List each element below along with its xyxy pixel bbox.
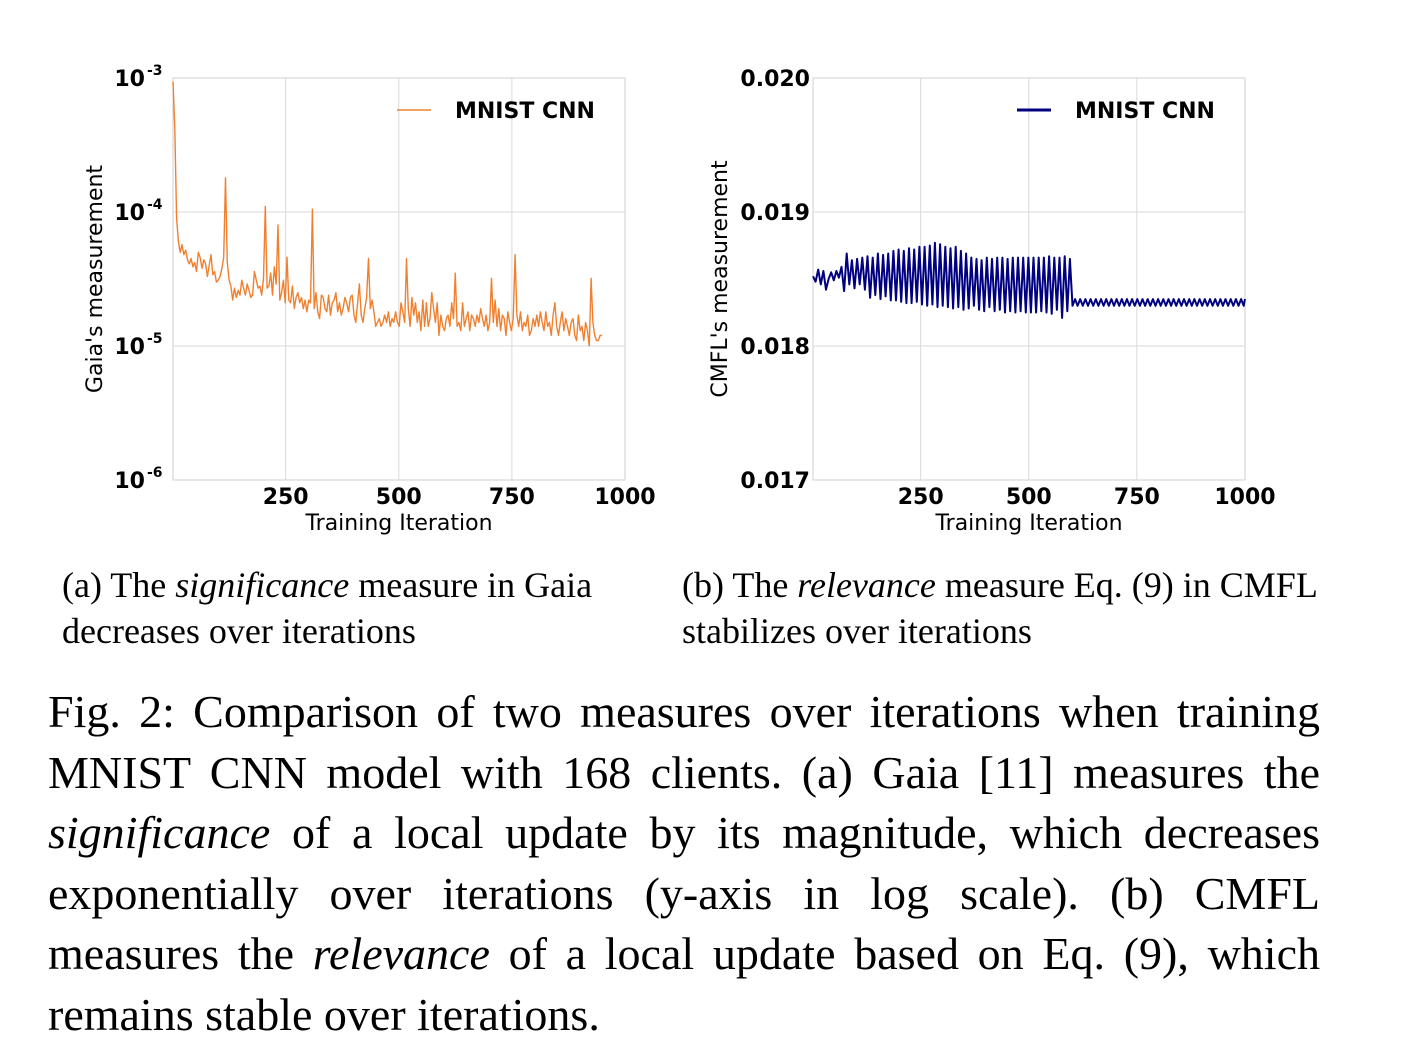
y-tick-label: 0.020	[740, 67, 810, 92]
subcaption-b: (b) The relevance measure Eq. (9) in CMF…	[682, 565, 1317, 651]
x-axis-label: Training Iteration	[934, 511, 1122, 536]
x-tick-label: 1000	[594, 485, 655, 510]
y-tick-exponent: -4	[147, 197, 163, 213]
y-tick-label: 10	[114, 201, 145, 226]
subcaption-a: (a) The significance measure in Gaia dec…	[62, 565, 593, 651]
y-tick-label: 10	[114, 67, 145, 92]
y-tick-exponent: -3	[147, 63, 163, 79]
y-tick-exponent: -5	[147, 331, 163, 347]
x-tick-label: 250	[263, 485, 309, 510]
y-tick-exponent: -6	[147, 465, 163, 481]
y-axis-label: CMFL's measurement	[708, 160, 733, 398]
legend: MNIST CNN	[1017, 99, 1215, 124]
chart-b: 250 500 750 1000 0.017 0.018 0.019 0.020 Trainin…	[708, 67, 1276, 536]
y-tick-label: 10	[114, 335, 145, 360]
y-tick-label: 0.017	[740, 469, 810, 494]
legend-label: MNIST CNN	[455, 99, 595, 124]
legend-label: MNIST CNN	[1075, 99, 1215, 124]
plot-frame	[172, 77, 626, 481]
y-tick-label: 0.018	[740, 335, 810, 360]
x-tick-label: 750	[1114, 485, 1160, 510]
x-tick-label: 500	[376, 485, 422, 510]
legend: MNIST CNN	[397, 99, 595, 124]
x-tick-label: 500	[1006, 485, 1052, 510]
figure-caption: Fig. 2: Comparison of two measures over …	[48, 686, 1320, 1040]
x-tick-label: 1000	[1214, 485, 1275, 510]
series-line	[172, 81, 602, 347]
y-tick-label: 0.019	[740, 201, 810, 226]
x-axis-label: Training Iteration	[304, 511, 492, 536]
x-tick-label: 250	[898, 485, 944, 510]
plot-frame	[812, 77, 1246, 481]
series-line	[812, 241, 1246, 319]
y-axis-label: Gaia's measurement	[83, 165, 108, 393]
y-tick-label: 10	[114, 469, 145, 494]
x-tick-label: 750	[489, 485, 535, 510]
